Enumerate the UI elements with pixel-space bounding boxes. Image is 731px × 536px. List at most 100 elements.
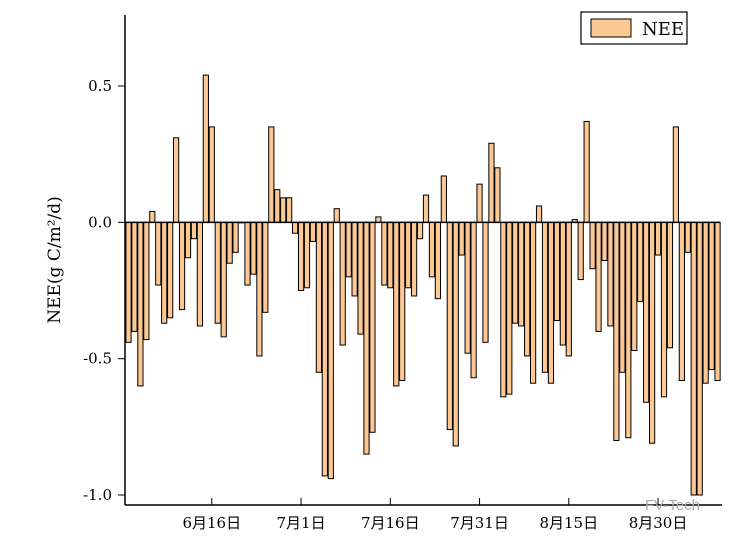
bar — [131, 221, 138, 332]
bar — [476, 183, 483, 223]
bar — [375, 216, 382, 223]
bar — [654, 221, 662, 256]
bar — [678, 221, 685, 381]
bar — [637, 221, 644, 302]
bar — [559, 221, 566, 346]
bar — [184, 221, 192, 259]
bar — [607, 221, 614, 327]
bar — [440, 175, 447, 223]
bar — [512, 221, 519, 324]
y-tick-label: 0.0 — [88, 213, 112, 231]
bar — [583, 120, 590, 223]
bar — [714, 221, 721, 381]
bar — [387, 221, 394, 289]
y-ticks: -1.0 -0.5 0.0 0.5 — [83, 77, 125, 504]
bar — [708, 221, 715, 371]
bar — [173, 137, 180, 223]
bar — [488, 142, 495, 223]
bar — [381, 221, 388, 286]
y-tick-label: -0.5 — [83, 350, 112, 368]
bar — [250, 221, 257, 275]
watermark: FV-Tech — [645, 497, 700, 514]
bar — [167, 221, 174, 319]
bar — [690, 221, 697, 496]
bar — [589, 221, 596, 270]
bar — [613, 221, 620, 441]
bar — [625, 221, 632, 439]
bar — [470, 221, 477, 379]
bar — [357, 221, 364, 335]
bar — [155, 221, 162, 286]
bar — [666, 221, 674, 349]
bar — [333, 208, 340, 223]
bars-group — [125, 74, 721, 496]
bar — [547, 221, 555, 384]
legend-swatch — [590, 18, 632, 38]
bar — [303, 221, 311, 289]
legend: NEE — [580, 11, 688, 45]
bar — [125, 221, 132, 343]
bar — [321, 221, 328, 477]
bar — [601, 221, 608, 262]
bar — [482, 221, 489, 343]
bar — [149, 210, 156, 223]
bar — [161, 221, 168, 324]
bar — [262, 221, 269, 313]
bar — [494, 167, 501, 223]
bar — [541, 221, 549, 373]
bar — [345, 221, 352, 278]
bar — [226, 221, 233, 264]
bar — [268, 126, 275, 223]
bar — [393, 221, 400, 387]
bar — [351, 221, 358, 297]
bar — [297, 221, 305, 291]
bar — [684, 221, 691, 253]
bar — [524, 221, 531, 357]
bar — [530, 221, 537, 384]
x-tick-label: 8月15日 — [539, 514, 598, 532]
bar — [416, 221, 424, 240]
bar — [327, 221, 334, 480]
bar — [696, 221, 703, 496]
bar — [190, 221, 198, 240]
bar — [232, 221, 239, 253]
bar — [315, 221, 322, 373]
x-tick-label: 7月31日 — [450, 514, 509, 532]
bar — [280, 197, 287, 223]
x-tick-label: 8月30日 — [629, 514, 688, 532]
y-tick-label: -1.0 — [83, 486, 112, 504]
bar — [202, 74, 209, 223]
bar — [274, 189, 281, 223]
bar — [649, 221, 656, 444]
bar — [196, 221, 204, 327]
y-axis-label: NEE(g C/m²/d) — [45, 196, 65, 324]
bar — [500, 221, 507, 398]
bar — [464, 221, 471, 354]
bar — [535, 205, 543, 223]
legend-label: NEE — [642, 19, 684, 40]
bar — [452, 221, 459, 447]
bar — [143, 221, 150, 341]
bar — [309, 221, 317, 242]
bar — [619, 221, 626, 373]
bar — [565, 221, 572, 357]
bar — [244, 221, 251, 286]
bar — [506, 221, 513, 395]
bar — [631, 221, 638, 351]
bar — [518, 221, 525, 327]
bar — [405, 221, 412, 289]
bar — [339, 221, 346, 346]
x-ticks: 6月16日 7月1日 7月16日 7月31日 8月15日 8月30日 — [182, 498, 687, 532]
bar — [178, 221, 186, 311]
y-tick-label: 0.5 — [88, 77, 112, 95]
bar — [643, 221, 650, 403]
bar — [428, 221, 436, 278]
bar — [422, 194, 430, 223]
x-tick-label: 7月16日 — [361, 514, 420, 532]
bar — [137, 221, 144, 387]
bar — [208, 126, 215, 223]
x-tick-label: 6月16日 — [182, 514, 241, 532]
bar — [458, 221, 465, 256]
bar — [220, 221, 227, 338]
